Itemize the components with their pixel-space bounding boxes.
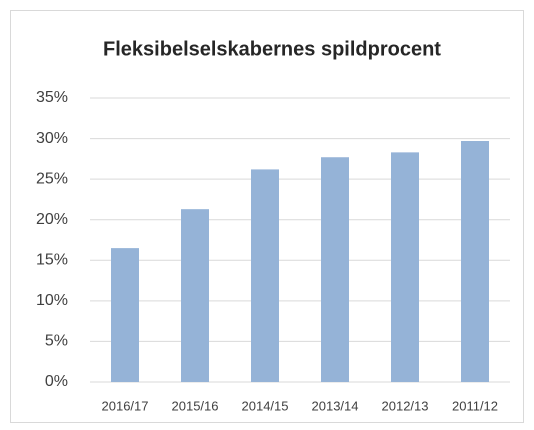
x-tick-label: 2012/13 — [382, 398, 429, 413]
bar — [461, 141, 489, 382]
y-tick-label: 15% — [36, 252, 68, 269]
y-tick-label: 10% — [36, 292, 68, 309]
x-tick-label: 2015/16 — [172, 398, 219, 413]
bar — [181, 209, 209, 382]
y-tick-label: 30% — [36, 130, 68, 147]
x-tick-label: 2014/15 — [242, 398, 289, 413]
bar — [321, 157, 349, 382]
x-tick-label: 2013/14 — [312, 398, 359, 413]
x-tick-label: 2016/17 — [102, 398, 149, 413]
y-tick-label: 35% — [36, 89, 68, 106]
bar — [251, 169, 279, 382]
bar — [391, 152, 419, 382]
x-tick-label: 2011/12 — [452, 398, 498, 413]
y-tick-label: 20% — [36, 211, 68, 228]
bar — [111, 248, 139, 382]
y-tick-label: 25% — [36, 170, 68, 187]
y-tick-label: 5% — [45, 333, 68, 350]
y-tick-label: 0% — [45, 373, 68, 390]
chart-title: Fleksibelselskabernes spildprocent — [103, 38, 441, 60]
